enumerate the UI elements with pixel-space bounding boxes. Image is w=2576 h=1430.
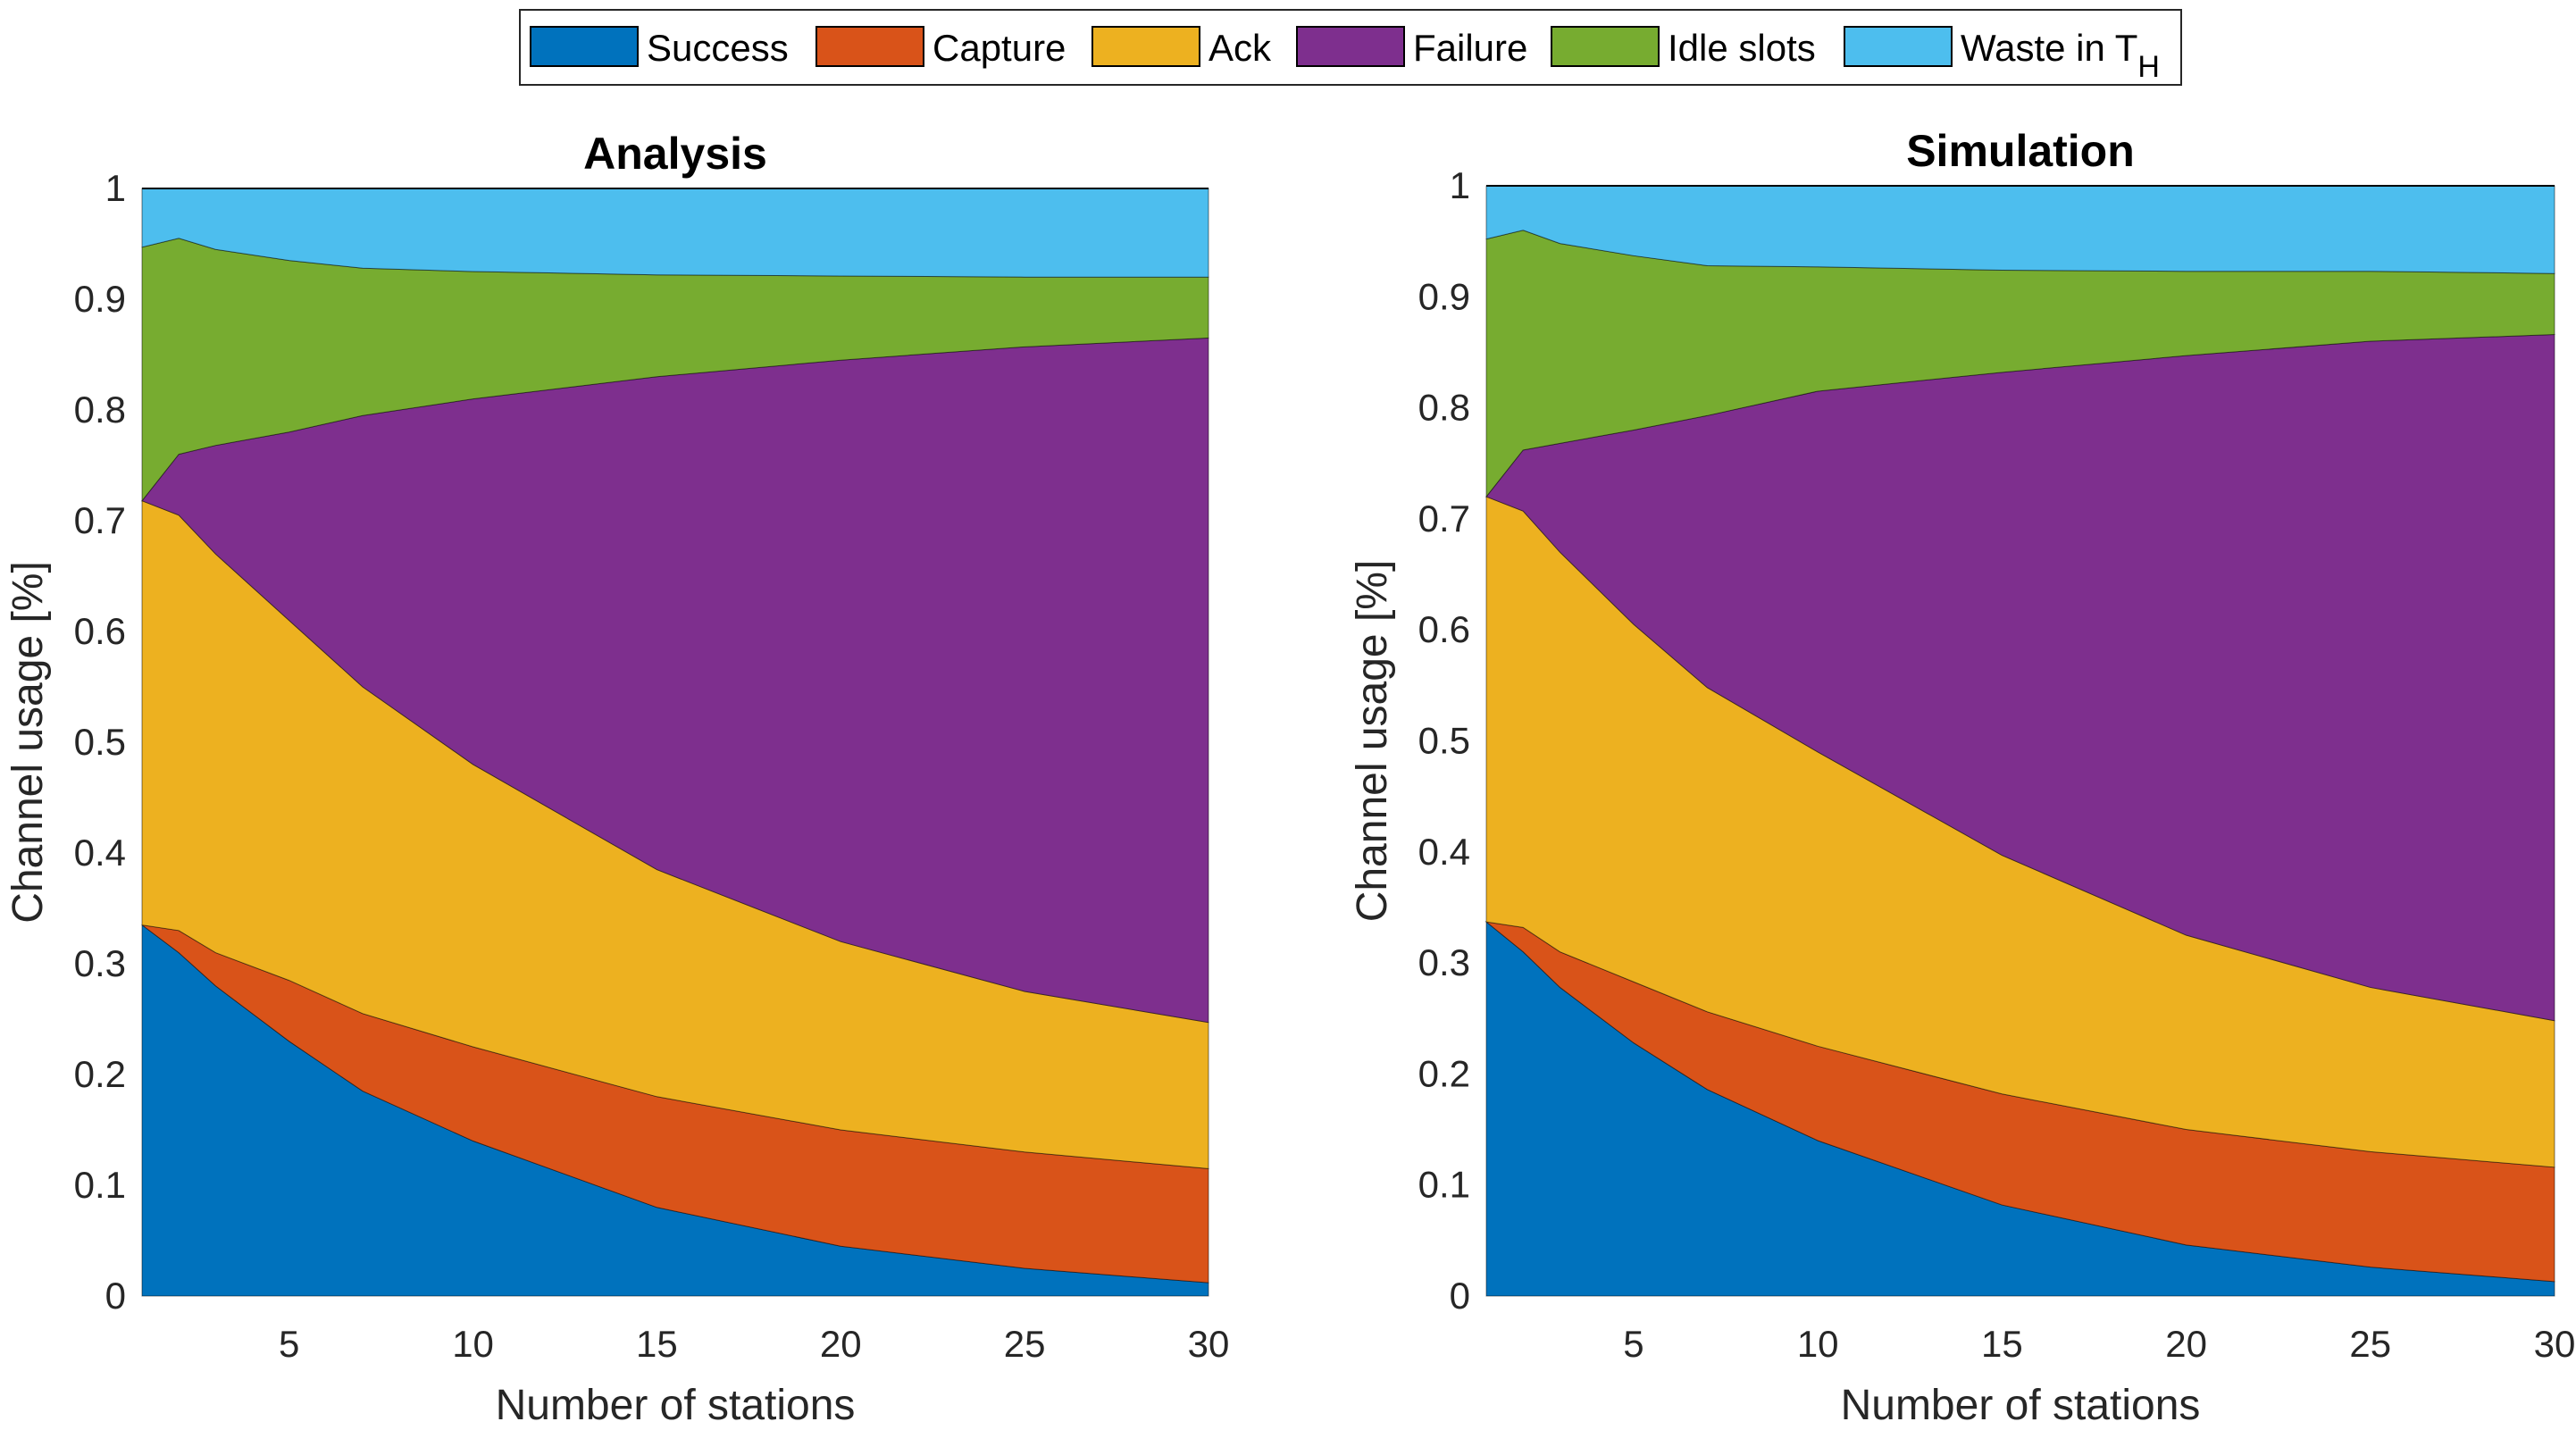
y-tick-label: 0.6 [1418, 608, 1470, 650]
y-axis-label: Channel usage [%] [4, 561, 52, 924]
x-tick-label: 30 [1188, 1323, 1230, 1365]
y-tick-label: 0.3 [74, 942, 126, 984]
x-axis-label: Number of stations [496, 1382, 856, 1426]
legend-swatch [1091, 26, 1200, 67]
legend-label: Ack [1209, 27, 1272, 69]
x-tick-label: 5 [1623, 1323, 1643, 1365]
x-tick-label: 25 [2349, 1323, 2391, 1365]
y-tick-label: 0.5 [1418, 720, 1470, 762]
x-tick-label: 5 [279, 1323, 299, 1365]
chart-title: Analysis [583, 129, 767, 179]
legend-swatch [815, 26, 924, 67]
x-tick-label: 25 [1004, 1323, 1046, 1365]
y-tick-label: 0.1 [74, 1164, 126, 1206]
y-tick-label: 0.2 [1418, 1052, 1470, 1094]
y-tick-label: 0.8 [1418, 387, 1470, 429]
y-tick-label: 0.9 [74, 278, 126, 320]
y-tick-label: 0.8 [74, 389, 126, 431]
legend-swatch [530, 26, 639, 67]
x-tick-label: 20 [820, 1323, 862, 1365]
y-tick-label: 0.5 [74, 721, 126, 763]
y-tick-label: 0.7 [1418, 498, 1470, 539]
y-tick-label: 1 [1450, 164, 1470, 206]
legend-label: Capture [933, 27, 1066, 69]
x-tick-label: 10 [1797, 1323, 1839, 1365]
x-tick-label: 15 [636, 1323, 678, 1365]
y-tick-label: 0.4 [74, 832, 126, 874]
y-axis-label: Channel usage [%] [1349, 560, 1396, 923]
y-tick-label: 0.6 [74, 610, 126, 652]
x-tick-label: 20 [2165, 1323, 2207, 1365]
x-tick-label: 10 [452, 1323, 494, 1365]
legend-label: Idle slots [1668, 27, 1816, 69]
legend-swatch [1296, 26, 1405, 67]
y-tick-label: 0 [1450, 1275, 1470, 1317]
y-tick-label: 0.1 [1418, 1164, 1470, 1206]
y-tick-label: 1 [105, 167, 126, 209]
y-tick-label: 0.3 [1418, 941, 1470, 983]
y-tick-label: 0.2 [74, 1053, 126, 1095]
y-tick-label: 0 [105, 1275, 126, 1317]
x-tick-label: 30 [2534, 1323, 2576, 1365]
legend: Success Capture Ack Failure Idle slots Waste … [519, 9, 2182, 86]
legend-swatch [1551, 26, 1660, 67]
simulation-axes: 00.10.20.30.40.50.60.70.80.915 10 15 20 25 30… [1349, 126, 2576, 1429]
analysis-axes: 00.10.20.30.40.50.60.70.80.915 10 15 20 25 30… [4, 129, 1230, 1429]
x-axis-label: Number of stations [1841, 1382, 2201, 1426]
x-tick-label: 15 [1981, 1323, 2023, 1365]
legend-label: Failure [1413, 27, 1527, 69]
chart-title: Simulation [1906, 126, 2135, 176]
legend-label: Success [647, 27, 789, 69]
y-tick-label: 0.7 [74, 499, 126, 541]
y-tick-label: 0.4 [1418, 831, 1470, 873]
legend-swatch [1844, 26, 1953, 67]
y-tick-label: 0.9 [1418, 275, 1470, 317]
